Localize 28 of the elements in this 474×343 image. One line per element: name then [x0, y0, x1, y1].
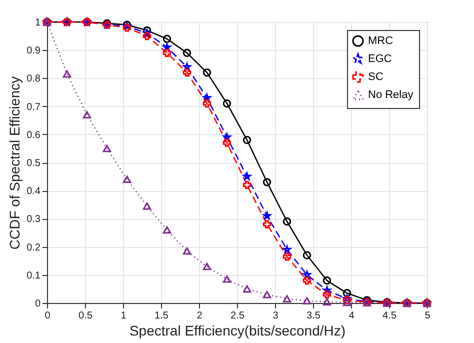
y-tick-label: 0.3: [26, 214, 41, 226]
y-tick-label: 1: [34, 18, 41, 28]
x-tick-label: 0.5: [78, 310, 93, 322]
x-tick-label: 4.5: [382, 310, 397, 322]
y-tick-label: 0.2: [26, 242, 41, 254]
y-tick-label: 0.8: [26, 74, 41, 85]
legend-label: No Relay: [368, 89, 414, 101]
x-tick-label: 1: [120, 310, 127, 322]
x-tick-label: 2: [196, 310, 203, 322]
y-tick-label: 0.9: [26, 46, 41, 57]
x-tick-label: 3.5: [306, 310, 321, 322]
y-axis-title: CCDF of Spectral Efficiency: [6, 76, 23, 250]
x-tick-label: 5: [424, 310, 431, 322]
x-tick-label: 4: [348, 310, 355, 322]
x-tick-label: 2.5: [230, 310, 245, 322]
y-tick-label: 0.6: [26, 130, 41, 141]
x-tick-label: 1.5: [154, 310, 169, 322]
legend-label: MRC: [368, 35, 394, 47]
y-tick-label: 0.1: [26, 270, 41, 282]
legend-label: EGC: [368, 53, 392, 65]
x-tick-label: 0: [44, 310, 51, 322]
x-axis-title: Spectral Efficiency(bits/second/Hz): [129, 322, 346, 338]
x-tick-label: 3: [272, 310, 279, 322]
legend-label: SC: [368, 71, 384, 83]
y-tick-label: 0.4: [26, 186, 41, 198]
y-tick-label: 0.5: [26, 158, 41, 169]
y-tick-label: 0.7: [26, 102, 41, 113]
y-tick-label: 0: [34, 298, 41, 310]
